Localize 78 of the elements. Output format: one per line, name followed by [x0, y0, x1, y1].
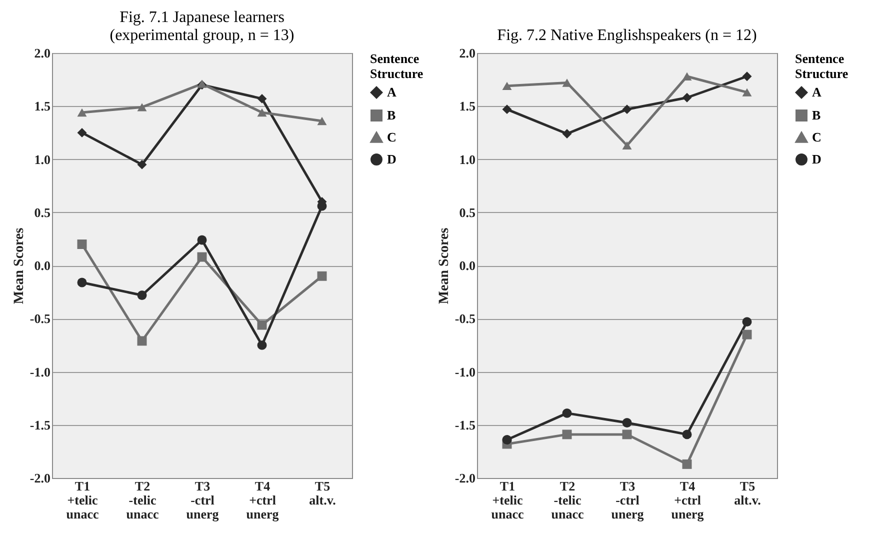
- y-tick-label: 1.0: [34, 152, 50, 167]
- point: [742, 72, 752, 82]
- x-tick-label: T4 +ctrl unerg: [246, 478, 280, 522]
- x-tick-label: T5 alt.v.: [734, 478, 761, 508]
- y-axis-title: Mean Scores: [12, 227, 27, 304]
- point: [502, 104, 512, 114]
- point: [562, 408, 572, 418]
- point: [562, 78, 572, 87]
- point: [622, 418, 632, 428]
- y-axis-title: Mean Scores: [436, 227, 452, 304]
- y-tick-label: 1.0: [459, 152, 476, 167]
- point: [682, 92, 692, 102]
- point: [682, 430, 692, 440]
- y-tick-label: -1.5: [30, 417, 51, 432]
- y-tick-label: -0.5: [454, 311, 476, 326]
- y-tick-label: -1.0: [30, 364, 50, 380]
- point: [77, 278, 87, 288]
- y-tick-label: -1.5: [454, 417, 476, 432]
- x-tick-label: T3 -ctrl unerg: [611, 478, 644, 522]
- point: [502, 82, 512, 90]
- point: [622, 430, 632, 440]
- point: [317, 201, 327, 211]
- x-tick-label: T2 -telic unacc: [551, 478, 584, 522]
- x-tick-label: T1 +telic unacc: [491, 478, 524, 522]
- y-tick-label: 1.5: [459, 98, 476, 114]
- legend-label: C: [812, 130, 822, 144]
- point: [257, 340, 267, 350]
- legend-title: Sentence Structure: [370, 51, 424, 81]
- point: [742, 88, 752, 96]
- point: [682, 72, 692, 80]
- y-tick-label: 0.0: [34, 258, 50, 273]
- x-tick-label: T3 -ctrl unerg: [186, 478, 220, 522]
- point: [562, 129, 572, 138]
- x-tick-label: T5 alt.v.: [309, 478, 336, 508]
- point: [137, 336, 147, 346]
- point: [137, 160, 147, 170]
- legend-label: A: [812, 84, 822, 100]
- y-tick-label: 2.0: [459, 46, 476, 60]
- chart-title: Fig. 7.2 Native Englishspeakers (n = 12): [497, 27, 757, 44]
- point: [502, 435, 512, 444]
- point: [77, 240, 87, 249]
- y-tick-label: -1.0: [454, 364, 476, 380]
- y-tick-label: -2.0: [30, 470, 50, 486]
- legend-label: B: [387, 108, 396, 122]
- legend-title: Sentence Structure: [795, 51, 848, 81]
- legend-label: A: [387, 84, 397, 100]
- legend-label: D: [812, 152, 822, 166]
- y-tick-label: 1.5: [34, 98, 51, 114]
- legend-label: D: [387, 152, 396, 166]
- point: [137, 103, 147, 112]
- y-tick-label: 2.0: [34, 46, 50, 60]
- y-tick-label: 0.5: [459, 204, 476, 220]
- point: [562, 430, 572, 440]
- point: [257, 320, 267, 330]
- x-tick-label: T2 -telic unacc: [126, 478, 159, 522]
- point: [622, 141, 632, 150]
- point: [682, 459, 692, 469]
- point: [77, 108, 87, 117]
- y-tick-label: -0.5: [30, 311, 51, 326]
- point: [317, 116, 327, 126]
- y-tick-label: -2.0: [454, 470, 476, 486]
- point: [742, 330, 752, 340]
- x-tick-label: T1 +telic unacc: [66, 478, 99, 522]
- chart-title: Fig. 7.1 Japanese learners (experimental group, n = 13): [110, 9, 294, 44]
- point: [742, 317, 752, 327]
- point: [622, 104, 632, 114]
- point: [317, 271, 327, 281]
- point: [77, 128, 87, 138]
- legend-label: C: [387, 130, 396, 144]
- point: [197, 235, 207, 245]
- point: [137, 290, 147, 300]
- point: [257, 94, 267, 104]
- y-tick-label: 0.0: [459, 258, 476, 273]
- point: [257, 108, 267, 117]
- x-tick-label: T4 +ctrl unerg: [671, 478, 704, 522]
- y-tick-label: 0.5: [34, 204, 51, 220]
- legend-label: B: [812, 108, 821, 122]
- point: [197, 252, 207, 262]
